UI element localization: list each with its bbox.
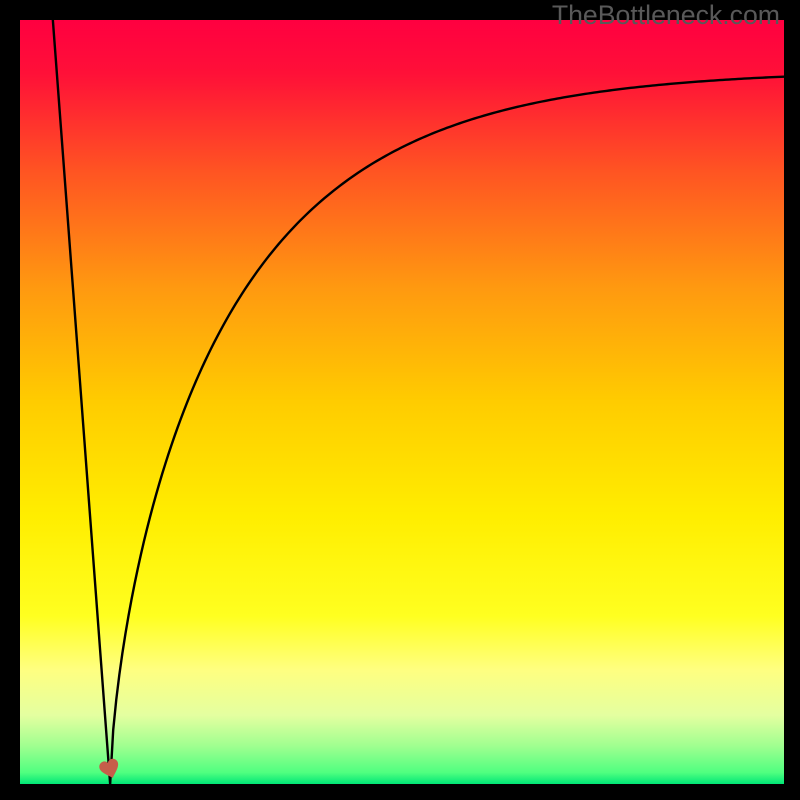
bottleneck-curve (20, 20, 784, 784)
chart-container: TheBottleneck.com (0, 0, 800, 800)
heart-marker-icon (99, 758, 121, 784)
watermark-text: TheBottleneck.com (552, 0, 780, 31)
plot-area (20, 20, 784, 784)
